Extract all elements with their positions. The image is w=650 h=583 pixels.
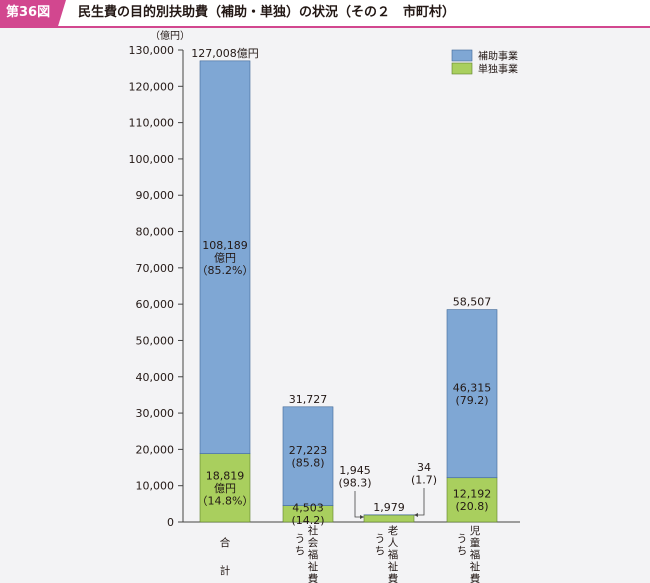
independent-value-label: 18,819 [206,469,245,482]
y-tick-label: 0 [167,516,174,529]
bar-subsidized-segment [446,309,498,479]
subsidized-value-label: 46,315 [453,381,492,394]
y-tick-label: 20,000 [136,443,175,456]
independent-value-label: 億円 [214,482,236,495]
independent-value-label: (98.3) [338,476,371,489]
category-label-prefix: う [375,533,386,545]
category-label-prefix: ち [295,545,306,557]
category-label: 老 [388,524,399,537]
y-tick-label: 70,000 [136,262,175,275]
bar-independent-segment [199,453,251,523]
y-tick-label: 50,000 [136,334,175,347]
callout-leader-line [414,488,425,516]
bar-subsidized-segment [199,60,251,454]
legend-label: 単独事業 [478,63,518,76]
category-label: 社 [308,524,319,537]
y-axis-unit-label: （億円） [150,29,190,42]
callout-leader-line [354,491,364,518]
category-label: 計 [220,564,231,577]
independent-value-label: (20.8) [455,500,488,513]
category-label: 福 [470,548,481,561]
category-label-prefix: う [457,533,468,545]
y-tick-label: 110,000 [129,117,175,130]
callout-arrowhead [360,515,364,519]
bar-total-label: 127,008億円 [191,47,259,60]
figure-number-badge: 第36図 [0,0,66,26]
category-label: 会 [308,536,319,549]
y-tick-label: 10,000 [136,480,175,493]
bar-total-label: 58,507 [453,296,492,309]
header-rule [0,26,650,28]
bar-subsidized-segment [282,406,334,506]
category-label: 費 [308,572,319,583]
category-label: 福 [308,548,319,561]
independent-value-label: （14.8%） [197,494,254,507]
y-tick-label: 40,000 [136,371,175,384]
legend-swatch [451,49,473,62]
legend-swatch [451,62,473,75]
legend-label: 補助事業 [478,50,518,63]
bar-total-label: 1,979 [373,501,405,514]
bar-independent-segment [363,514,415,523]
figure-header: 第36図 民生費の目的別扶助費（補助・単独）の状況（その２ 市町村） [0,0,650,26]
category-label-prefix: う [295,533,306,545]
y-tick-label: 120,000 [129,80,175,93]
category-label: 祉 [470,561,481,573]
bar-total-label: 31,727 [289,393,328,406]
category-label: 費 [470,572,481,583]
independent-value-label: 4,503 [292,502,324,515]
subsidized-value-label: 億円 [214,251,236,264]
category-label: 合 [220,536,231,549]
category-label: 費 [388,572,399,583]
independent-value-label: 12,192 [453,488,492,501]
subsidized-value-label: 27,223 [289,444,328,457]
y-tick-label: 100,000 [129,153,175,166]
subsidized-value-label: 108,189 [202,239,248,252]
category-label: 童 [470,536,481,549]
y-tick-label: 90,000 [136,189,175,202]
category-label: 人 [388,537,399,549]
callout-arrowhead [414,513,418,517]
bar-independent-segment [446,477,498,523]
subsidized-value-label: (1.7) [411,473,437,486]
subsidized-value-label: (79.2) [455,394,488,407]
category-label: 祉 [308,561,319,573]
figure-title: 民生費の目的別扶助費（補助・単独）の状況（その２ 市町村） [78,5,456,20]
subsidized-value-label: （85.2%） [197,264,254,277]
category-label: 福 [388,548,399,561]
y-tick-label: 60,000 [136,298,175,311]
category-label: 児 [470,525,481,537]
category-label-prefix: ち [375,545,386,557]
subsidized-value-label: 34 [417,461,431,474]
y-tick-label: 80,000 [136,226,175,239]
independent-value-label: (14.2) [291,514,324,527]
stacked-bar-chart: （億円） 0 10,000 20,000 30,000 40,000 50,000 60,00… [129,29,520,583]
subsidized-value-label: (85.8) [291,456,324,469]
y-tick-label: 130,000 [129,44,175,57]
category-label-prefix: ち [457,545,468,557]
y-tick-label: 30,000 [136,407,175,420]
category-label: 祉 [388,561,399,573]
independent-value-label: 1,945 [339,464,371,477]
